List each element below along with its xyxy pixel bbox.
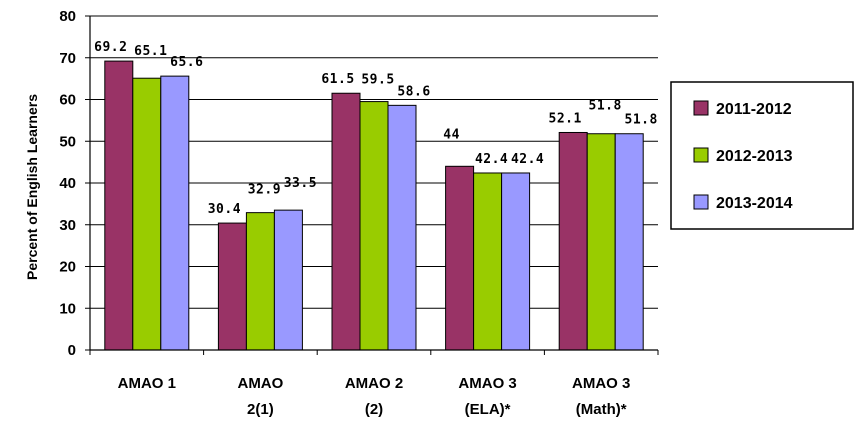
data-label: 65.6 [170, 55, 203, 70]
data-label: 58.6 [397, 84, 430, 99]
legend-swatch [693, 100, 709, 116]
x-category-label: AMAO 3 [458, 375, 516, 392]
legend-label: 2011-2012 [716, 101, 792, 118]
legend-swatch [693, 147, 709, 163]
bar-2013-2014-4 [614, 133, 644, 351]
data-labels: 69.2 65.165.6 30.4 32.9 33.5 61.5 59.558.6 44 42… [94, 40, 658, 217]
y-tick-label: 40 [59, 175, 76, 192]
data-label: 61.5 [321, 72, 354, 87]
bar-2011-2012-3 [445, 165, 475, 351]
bars [104, 60, 644, 351]
x-category-label: (2) [365, 401, 383, 418]
bar-2013-2014-2 [387, 104, 417, 351]
x-category-label: AMAO 3 [572, 375, 630, 392]
legend-swatch [693, 194, 709, 210]
legend-label: 2013-2014 [716, 195, 793, 212]
y-tick-label: 60 [59, 92, 76, 109]
y-tick-label: 50 [59, 133, 76, 150]
bar-2011-2012-0 [104, 60, 134, 351]
bar-2012-2013-3 [473, 172, 503, 351]
bar-2011-2012-1 [217, 222, 247, 351]
bar-2012-2013-2 [359, 101, 389, 351]
y-tick-label: 30 [59, 217, 76, 234]
data-label: 33.5 [284, 176, 317, 191]
x-axis-categories: AMAO 1 AMAO 2(1) AMAO 2 (2) AMAO 3 (ELA)* AMAO … [118, 375, 631, 418]
data-label: 44 [443, 127, 460, 142]
data-label: 32.9 [248, 183, 281, 198]
y-axis-ticks: 0 10 20 30 40 50 60 70 80 [59, 8, 90, 359]
bar-2012-2013-0 [132, 77, 162, 351]
axes [89, 16, 659, 355]
x-category-label: AMAO 1 [118, 375, 176, 392]
legend-label: 2012-2013 [716, 148, 793, 165]
bar-2013-2014-1 [273, 209, 303, 351]
legend: 2011-2012 2012-2013 2013-2014 [670, 81, 854, 230]
y-tick-label: 20 [59, 259, 76, 276]
bar-2011-2012-2 [331, 92, 361, 351]
bar-2012-2013-4 [586, 133, 616, 351]
y-tick-label: 0 [68, 342, 76, 359]
x-category-label: 2(1) [247, 401, 274, 418]
y-tick-label: 10 [59, 300, 76, 317]
data-label: 51.8 [589, 99, 622, 114]
y-axis-label: Percent of English Learners [24, 94, 40, 280]
data-label: 59.5 [361, 73, 394, 88]
y-tick-label: 80 [59, 8, 76, 25]
x-category-label: (ELA)* [465, 401, 511, 418]
data-label: 42.4 [475, 152, 508, 167]
data-label: 51.8 [625, 113, 658, 128]
x-category-label: AMAO 2 [345, 375, 403, 392]
data-label: 69.2 [94, 40, 127, 55]
data-label: 42.4 [511, 152, 544, 167]
bar-2013-2014-0 [160, 75, 190, 351]
bar-2012-2013-1 [245, 212, 275, 351]
data-label: 30.4 [208, 202, 241, 217]
data-label: 65.1 [134, 44, 167, 59]
bar-2011-2012-4 [558, 131, 588, 351]
x-category-label: AMAO [237, 375, 283, 392]
x-category-label: (Math)* [576, 401, 627, 418]
y-tick-label: 70 [59, 50, 76, 67]
data-label: 52.1 [549, 111, 582, 126]
bar-2013-2014-3 [501, 172, 531, 351]
